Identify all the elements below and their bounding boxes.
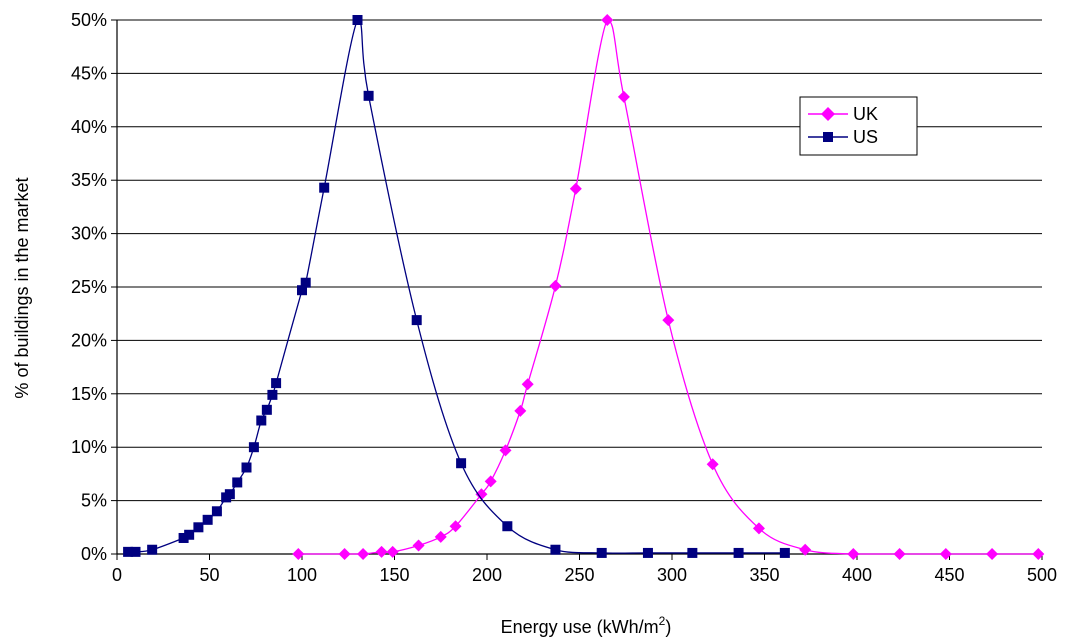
data-point-us (147, 544, 158, 555)
legend-box (799, 96, 918, 156)
y-tick-label: 50% (71, 10, 107, 30)
legend-uk-marker (821, 107, 835, 121)
data-point-us (224, 489, 235, 500)
data-point-uk (1032, 548, 1045, 560)
y-tick-label: 30% (71, 224, 107, 244)
data-point-uk (514, 404, 527, 417)
data-point-us (193, 522, 204, 533)
data-point-uk (847, 548, 860, 560)
data-point-us (130, 546, 141, 557)
legend: UK US (799, 96, 918, 156)
y-tick-label: 15% (71, 384, 107, 404)
data-point-us (248, 442, 259, 453)
data-point-us (297, 285, 307, 296)
x-tick-labels: 0 50 100 150 200 250 300 350 400 450 500 (112, 565, 1057, 585)
data-point-uk (601, 14, 614, 26)
data-point-us (642, 547, 653, 558)
data-point-us (550, 544, 561, 555)
x-tick-label: 100 (287, 565, 317, 585)
x-tick-label: 250 (564, 565, 594, 585)
data-point-uk (893, 548, 906, 560)
data-point-uk (986, 548, 999, 560)
y-tick-label: 45% (71, 63, 107, 83)
y-axis-title: % of buildings in the market (12, 177, 32, 398)
data-point-us (178, 532, 189, 543)
series-us (123, 15, 790, 558)
data-point-uk (338, 548, 351, 560)
data-point-uk (752, 522, 765, 535)
data-point-us (184, 529, 195, 540)
data-point-uk (521, 378, 534, 391)
data-point-uk (569, 182, 582, 195)
data-point-uk (386, 545, 399, 558)
data-point-uk (475, 488, 488, 501)
y-tick-label: 25% (71, 277, 107, 297)
y-tick-label: 0% (81, 544, 107, 564)
data-point-us (319, 182, 330, 193)
y-tick-label: 40% (71, 117, 107, 137)
legend-us-label: US (853, 127, 878, 147)
x-tick-label: 50 (199, 565, 219, 585)
y-tick-label: 10% (71, 437, 107, 457)
data-point-us (261, 404, 272, 415)
data-point-us (271, 378, 282, 389)
x-tick-label: 450 (934, 565, 964, 585)
x-tick-label: 300 (657, 565, 687, 585)
data-point-us (596, 547, 607, 558)
data-point-uk (662, 314, 675, 327)
x-tick-label: 200 (472, 565, 502, 585)
data-point-us (202, 514, 213, 525)
data-point-uk (484, 475, 497, 488)
data-point-uk (499, 444, 512, 457)
data-point-uk (412, 539, 425, 552)
series-group (123, 14, 1045, 560)
data-point-uk (449, 520, 462, 533)
x-tick-label: 350 (749, 565, 779, 585)
x-tick-label: 0 (112, 565, 122, 585)
legend-us-marker (823, 132, 833, 142)
data-point-uk (799, 543, 812, 556)
data-point-us (211, 506, 222, 517)
data-point-us (363, 90, 374, 101)
data-point-us (241, 462, 252, 473)
x-axis-title-superscript: 2 (659, 614, 666, 628)
x-axis-title: Energy use (kWh/m2) (501, 614, 672, 637)
data-point-us (456, 458, 467, 469)
data-point-us (411, 315, 422, 326)
data-point-uk (617, 90, 630, 103)
gridlines (117, 19, 1042, 502)
x-axis-title-main: Energy use (kWh/m (501, 617, 659, 637)
series-uk-line (298, 19, 1039, 555)
legend-uk-label: UK (853, 104, 878, 124)
data-point-us (256, 415, 267, 426)
data-point-us (352, 15, 363, 25)
x-tick-label: 500 (1027, 565, 1057, 585)
data-point-us (123, 546, 134, 557)
x-tick-label: 400 (842, 565, 872, 585)
data-point-us (779, 547, 790, 558)
data-point-us (267, 389, 278, 400)
data-point-uk (292, 548, 305, 560)
data-point-uk (375, 545, 388, 558)
data-point-us (300, 277, 311, 288)
series-uk (292, 14, 1045, 560)
data-point-uk (706, 458, 719, 471)
data-point-uk (939, 548, 952, 560)
y-tick-labels: 0% 5% 10% 15% 20% 25% 30% 35% 40% 45% 50% (71, 10, 107, 564)
data-point-uk (434, 530, 447, 543)
data-point-us (502, 521, 513, 532)
y-tick-label: 35% (71, 170, 107, 190)
data-point-us (733, 547, 744, 558)
y-tick-label: 5% (81, 491, 107, 511)
x-axis-title-suffix: ) (665, 617, 671, 637)
y-tick-label: 20% (71, 330, 107, 350)
data-point-uk (357, 548, 370, 560)
x-tick-label: 150 (379, 565, 409, 585)
data-point-us (232, 477, 243, 488)
data-point-uk (549, 279, 562, 292)
data-point-us (687, 547, 698, 558)
